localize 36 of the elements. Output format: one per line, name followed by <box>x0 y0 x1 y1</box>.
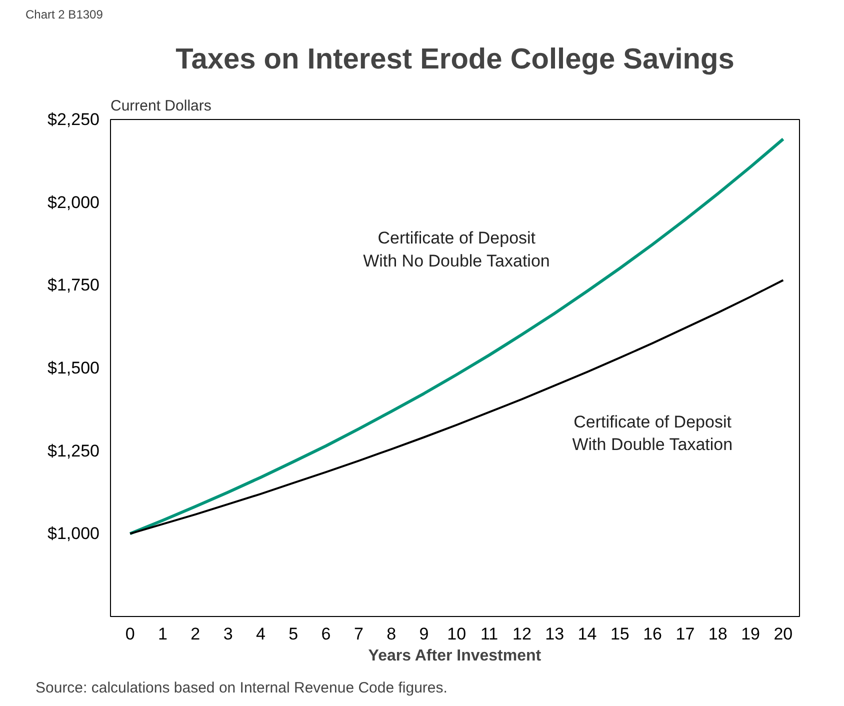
x-tick-label: 9 <box>419 624 429 644</box>
x-tick-label: 14 <box>578 624 597 644</box>
y-tick-label: $1,750 <box>48 276 100 295</box>
x-tick-label: 10 <box>447 624 466 644</box>
series-label: Certificate of Deposit With Double Taxation <box>572 412 733 454</box>
y-tick-label: $1,000 <box>48 524 100 544</box>
x-tick-label: 6 <box>321 624 331 644</box>
y-axis-title: Current Dollars <box>110 98 212 114</box>
line-series <box>128 138 785 536</box>
x-tick-label: 1 <box>158 624 168 644</box>
x-tick-label: 11 <box>480 624 498 644</box>
x-tick-label: 12 <box>512 624 532 644</box>
x-tick-label: 2 <box>190 624 200 644</box>
x-tick-label: 17 <box>676 624 695 644</box>
source-note: Source: calculations based on Internal Revenue Code figures. <box>36 680 448 696</box>
x-tick-label: 8 <box>386 624 396 644</box>
y-tick-label: $1,500 <box>48 358 100 378</box>
x-tick-label: 20 <box>774 624 793 644</box>
x-tick-label: 19 <box>741 624 760 644</box>
y-tick-label: $1,250 <box>48 441 100 460</box>
y-tick-label: $2,250 <box>48 110 100 129</box>
text: Chart 2 B1309 <box>26 8 103 22</box>
x-tick-label: 16 <box>643 624 662 644</box>
y-tick-label: $2,000 <box>48 192 100 212</box>
text: Certificate of Deposit With No Double Taxation <box>363 228 550 271</box>
x-tick-label: 7 <box>354 624 364 644</box>
x-tick-label: 18 <box>708 624 728 644</box>
chart-title: Taxes on Interest Erode College Savings <box>176 44 734 76</box>
line-series <box>129 279 784 535</box>
x-tick-label: 13 <box>545 624 564 644</box>
x-tick-label: 5 <box>288 624 298 644</box>
x-tick-label: 3 <box>223 624 233 644</box>
x-tick-label: 4 <box>256 624 266 644</box>
x-tick-label: 0 <box>125 624 135 644</box>
x-axis-title: Years After Investment <box>368 648 542 664</box>
x-tick-label: 15 <box>610 624 630 644</box>
